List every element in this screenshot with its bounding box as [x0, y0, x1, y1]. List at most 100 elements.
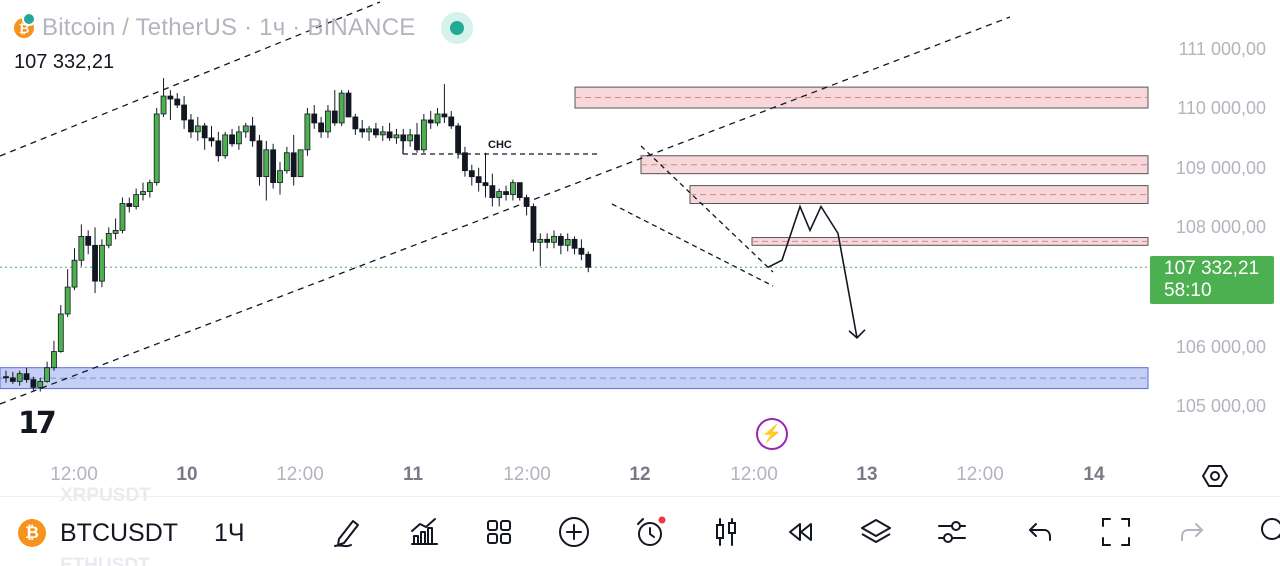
candle-body	[551, 235, 557, 243]
lightning-bolt-icon[interactable]: ⚡	[756, 418, 788, 450]
time-axis-label: 12:00	[50, 464, 98, 485]
replay-icon[interactable]	[781, 513, 819, 551]
channel-upper-line	[0, 1, 381, 157]
alert-clock-icon[interactable]	[631, 513, 669, 551]
candle-body	[420, 119, 427, 151]
candle-body	[571, 238, 578, 249]
candle-body	[325, 110, 331, 133]
candle-body	[140, 191, 146, 195]
candle-body	[557, 235, 564, 246]
candle-body	[3, 376, 9, 379]
candle-body	[160, 95, 167, 115]
price-axis-label: 111 000,00	[1178, 39, 1266, 59]
time-axis-label: 14	[1083, 464, 1105, 485]
price-axis-label: 106 000,00	[1175, 337, 1266, 357]
redo-icon[interactable]	[1173, 513, 1211, 551]
bitcoin-icon[interactable]: ₿	[18, 519, 46, 547]
candle-body	[523, 197, 530, 207]
candle-body	[414, 134, 420, 151]
current-price-tag: 107 332,21 58:10	[1150, 256, 1274, 304]
add-icon[interactable]	[555, 513, 593, 551]
candle-body	[167, 95, 174, 100]
candles-icon[interactable]	[707, 513, 745, 551]
candle-body	[215, 140, 222, 157]
candle-body	[386, 131, 393, 139]
candle-body	[331, 110, 338, 124]
candle-body	[194, 125, 201, 133]
tradingview-logo-icon[interactable]: 17	[18, 406, 57, 441]
symbol-selector[interactable]: BTCUSDT	[60, 519, 179, 547]
candle-body	[304, 113, 311, 151]
candle-body	[256, 140, 263, 178]
candle-body	[489, 185, 496, 198]
projection-arrowhead	[848, 329, 866, 339]
candle-body	[468, 170, 475, 178]
candle-body	[222, 134, 229, 157]
supply-zone	[751, 237, 1149, 246]
candle-body	[455, 125, 462, 154]
candle-body	[126, 203, 133, 207]
time-axis-label: 11	[402, 464, 424, 485]
candle-body	[235, 131, 242, 145]
channel-lower-line	[0, 16, 1011, 405]
time-axis-label: 12:00	[956, 464, 1004, 485]
candle-body	[153, 113, 160, 184]
time-axis-label: 12:00	[730, 464, 778, 485]
time-axis-label: 12:00	[276, 464, 324, 485]
axis-settings-icon[interactable]	[1202, 463, 1228, 489]
candle-body	[462, 152, 468, 172]
candle-body	[578, 247, 585, 255]
fullscreen-icon[interactable]	[1097, 513, 1135, 551]
candle-body	[16, 373, 23, 382]
symbol-title[interactable]: Bitcoin / TetherUS · 1ч · BINANCE	[42, 14, 416, 41]
candle-body	[23, 373, 30, 381]
candle-body	[242, 125, 249, 133]
candle-body	[92, 244, 98, 282]
candle-countdown: 58:10	[1164, 280, 1212, 301]
candle-body	[99, 244, 105, 282]
candle-body	[564, 238, 571, 246]
time-axis-label: 12	[629, 464, 651, 485]
supply-zone	[689, 185, 1149, 205]
wedge-lower-line	[611, 203, 774, 287]
interval-selector[interactable]: 1Ч	[214, 519, 245, 547]
candle-body	[229, 134, 235, 145]
settings-sliders-icon[interactable]	[933, 513, 971, 551]
candle-body	[372, 128, 379, 136]
candle-body	[85, 235, 92, 246]
layouts-grid-icon[interactable]	[480, 513, 518, 551]
candle-body	[133, 194, 140, 207]
layers-icon[interactable]	[857, 513, 895, 551]
candle-body	[359, 128, 366, 133]
candle-body	[188, 119, 194, 133]
candle-body	[64, 286, 71, 315]
drawing-pen-icon[interactable]	[329, 513, 367, 551]
candle-body	[338, 92, 345, 124]
candle-body	[297, 149, 304, 178]
candle-body	[379, 131, 386, 136]
candle-body	[201, 125, 208, 139]
candle-body	[509, 182, 516, 195]
candle-body	[283, 152, 290, 172]
candle-body	[585, 253, 592, 268]
candle-body	[290, 152, 297, 178]
search-icon[interactable]	[1256, 513, 1280, 551]
candle-body	[427, 119, 434, 124]
price-axis-label: 108 000,00	[1175, 217, 1266, 237]
ghost-symbol-above: XRPUSDT	[60, 485, 151, 506]
candle-body	[112, 229, 119, 234]
indicators-icon[interactable]	[405, 513, 443, 551]
candle-body	[496, 191, 503, 198]
candle-body	[181, 104, 188, 121]
price-axis-label: 110 000,00	[1177, 98, 1266, 118]
projection-path	[767, 204, 858, 338]
candle-body	[249, 125, 256, 142]
candle-body	[448, 116, 455, 127]
candle-body	[71, 259, 78, 288]
candle-body	[277, 170, 283, 184]
candle-body	[400, 134, 407, 142]
undo-icon[interactable]	[1021, 513, 1059, 551]
time-axis-label: 13	[856, 464, 878, 485]
candle-body	[78, 235, 85, 261]
